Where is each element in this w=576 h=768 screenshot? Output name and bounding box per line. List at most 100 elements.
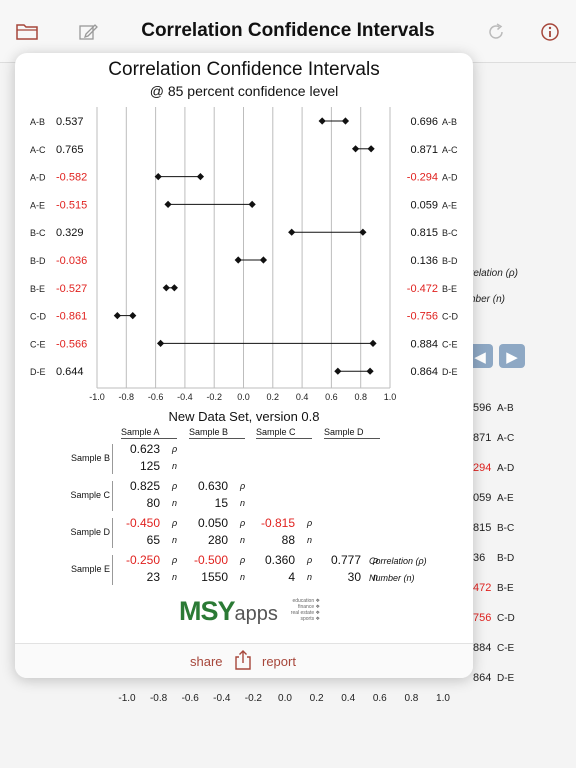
row-bracket <box>112 481 113 511</box>
share-button[interactable]: share <box>190 654 223 669</box>
correlation-value: -0.815 <box>260 516 295 530</box>
correlation-value: 0.360 <box>264 553 295 567</box>
sample-size-value: 30 <box>347 570 361 584</box>
n-symbol: n <box>172 572 178 582</box>
logo-tag-sports: sports ❖ <box>300 616 321 622</box>
lower-bound-marker <box>334 367 342 375</box>
lower-bound-marker <box>156 339 165 347</box>
n-symbol: n <box>373 572 379 582</box>
lower-bound-label: 0.644 <box>56 366 84 378</box>
sample-size-value: 280 <box>207 533 228 547</box>
sample-size-value: 88 <box>281 533 295 547</box>
legend-number: Number (n) <box>369 573 415 583</box>
next-button[interactable]: ▶ <box>499 344 525 368</box>
x-tick-label: 0.0 <box>237 392 250 402</box>
correlation-value: 0.630 <box>197 479 228 493</box>
column-header: Sample D <box>324 427 380 439</box>
lower-bound-marker <box>162 284 170 292</box>
edit-icon[interactable] <box>78 22 98 47</box>
bg-axis-tick: -0.8 <box>149 693 168 704</box>
row-label-right: B-C <box>442 228 458 238</box>
row-label-right: B-E <box>442 284 457 294</box>
lower-bound-marker <box>288 228 296 236</box>
folder-icon[interactable] <box>16 22 38 45</box>
upper-bound-label: -0.756 <box>407 311 438 323</box>
bg-pair-value: 815 <box>473 522 492 534</box>
upper-bound-marker <box>259 256 268 264</box>
bg-pair-value: 884 <box>473 642 492 654</box>
sample-size-value: 1550 <box>201 570 228 584</box>
msy-apps-logo: MSYapps education ❖ finance ❖ real estat… <box>179 596 320 627</box>
rho-symbol: ρ <box>307 555 313 565</box>
refresh-icon[interactable] <box>486 22 506 47</box>
info-icon[interactable] <box>540 22 560 47</box>
upper-bound-label: 0.864 <box>410 366 438 378</box>
lower-bound-label: -0.566 <box>56 338 87 350</box>
bg-axis-tick: 0.0 <box>278 693 292 704</box>
lower-bound-label: -0.861 <box>56 311 87 323</box>
report-button[interactable]: report <box>262 654 296 669</box>
x-tick-label: -0.2 <box>206 392 222 402</box>
bg-axis-tick: 0.8 <box>404 693 419 704</box>
upper-bound-marker <box>129 312 137 320</box>
upper-bound-marker <box>170 284 178 292</box>
bg-axis-tick: -0.6 <box>181 693 199 704</box>
correlation-value: -0.450 <box>125 516 160 530</box>
lower-bound-label: -0.515 <box>56 199 87 211</box>
rho-symbol: ρ <box>240 518 246 528</box>
bg-pair-label: C-E <box>497 643 515 654</box>
share-icon[interactable] <box>234 650 252 675</box>
upper-bound-label: 0.059 <box>410 199 438 211</box>
row-label-left: C-D <box>30 312 46 322</box>
bg-pair-label: A-D <box>497 463 515 474</box>
upper-bound-label: -0.294 <box>407 172 438 184</box>
bg-pair-value: 294 <box>473 462 492 474</box>
bg-pair-value: 36 <box>473 552 486 564</box>
n-symbol: n <box>172 535 178 545</box>
bg-pair-value: 059 <box>473 492 492 504</box>
bg-pair-value: 871 <box>473 432 492 444</box>
row-header: Sample C <box>70 490 110 500</box>
row-header: Sample D <box>70 527 110 537</box>
bg-pair-value: 864 <box>473 672 492 684</box>
bg-pair-label: A-B <box>497 403 514 414</box>
bg-pair-label: B-E <box>497 583 514 594</box>
chart-subtitle: @ 85 percent confidence level <box>149 83 339 99</box>
row-bracket <box>112 518 113 548</box>
logo-tag-finance: finance ❖ <box>298 604 320 610</box>
correlation-value: -0.250 <box>125 553 160 567</box>
rho-symbol: ρ <box>172 555 178 565</box>
x-tick-label: 1.0 <box>384 392 397 402</box>
rho-symbol: ρ <box>307 518 313 528</box>
row-label-left: D-E <box>30 367 46 377</box>
chevron-right-icon: ▶ <box>506 349 518 366</box>
correlation-value: 0.623 <box>129 442 160 456</box>
toolbar: Correlation Confidence Intervals <box>0 0 576 63</box>
bg-axis-tick: 0.6 <box>372 693 387 704</box>
sample-size-value: 125 <box>139 459 160 473</box>
upper-bound-label: 0.696 <box>410 116 438 128</box>
upper-bound-marker <box>367 145 375 153</box>
bg-pair-value: 596 <box>473 402 492 414</box>
confidence-interval-chart: -1.0 -0.8 -0.6 -0.4 -0.2 0.0 0.2 0.4 0.6 0.8 1.0 A-… <box>30 107 458 402</box>
rho-symbol: ρ <box>240 555 246 565</box>
upper-bound-label: 0.884 <box>410 338 438 350</box>
correlation-value: 0.825 <box>129 479 160 493</box>
row-label-right: A-C <box>442 145 458 155</box>
bg-pair-value: 756 <box>473 612 492 624</box>
rho-symbol: ρ <box>172 481 178 491</box>
row-label-left: A-D <box>30 173 46 183</box>
row-label-right: C-E <box>442 339 458 349</box>
n-symbol: n <box>172 461 178 471</box>
bg-legend-number: nber (n) <box>470 294 506 305</box>
n-symbol: n <box>307 535 313 545</box>
bg-pair-label: B-C <box>497 523 515 534</box>
row-label-right: A-D <box>442 173 458 183</box>
x-tick-label: 0.8 <box>354 392 367 402</box>
logo-tag-real-estate: real estate ❖ <box>290 610 320 616</box>
x-tick-label: -0.8 <box>119 392 135 402</box>
row-label-left: C-E <box>30 339 46 349</box>
row-label-left: A-E <box>30 200 45 210</box>
upper-bound-marker <box>248 200 256 208</box>
lower-bound-label: 0.765 <box>56 144 84 156</box>
